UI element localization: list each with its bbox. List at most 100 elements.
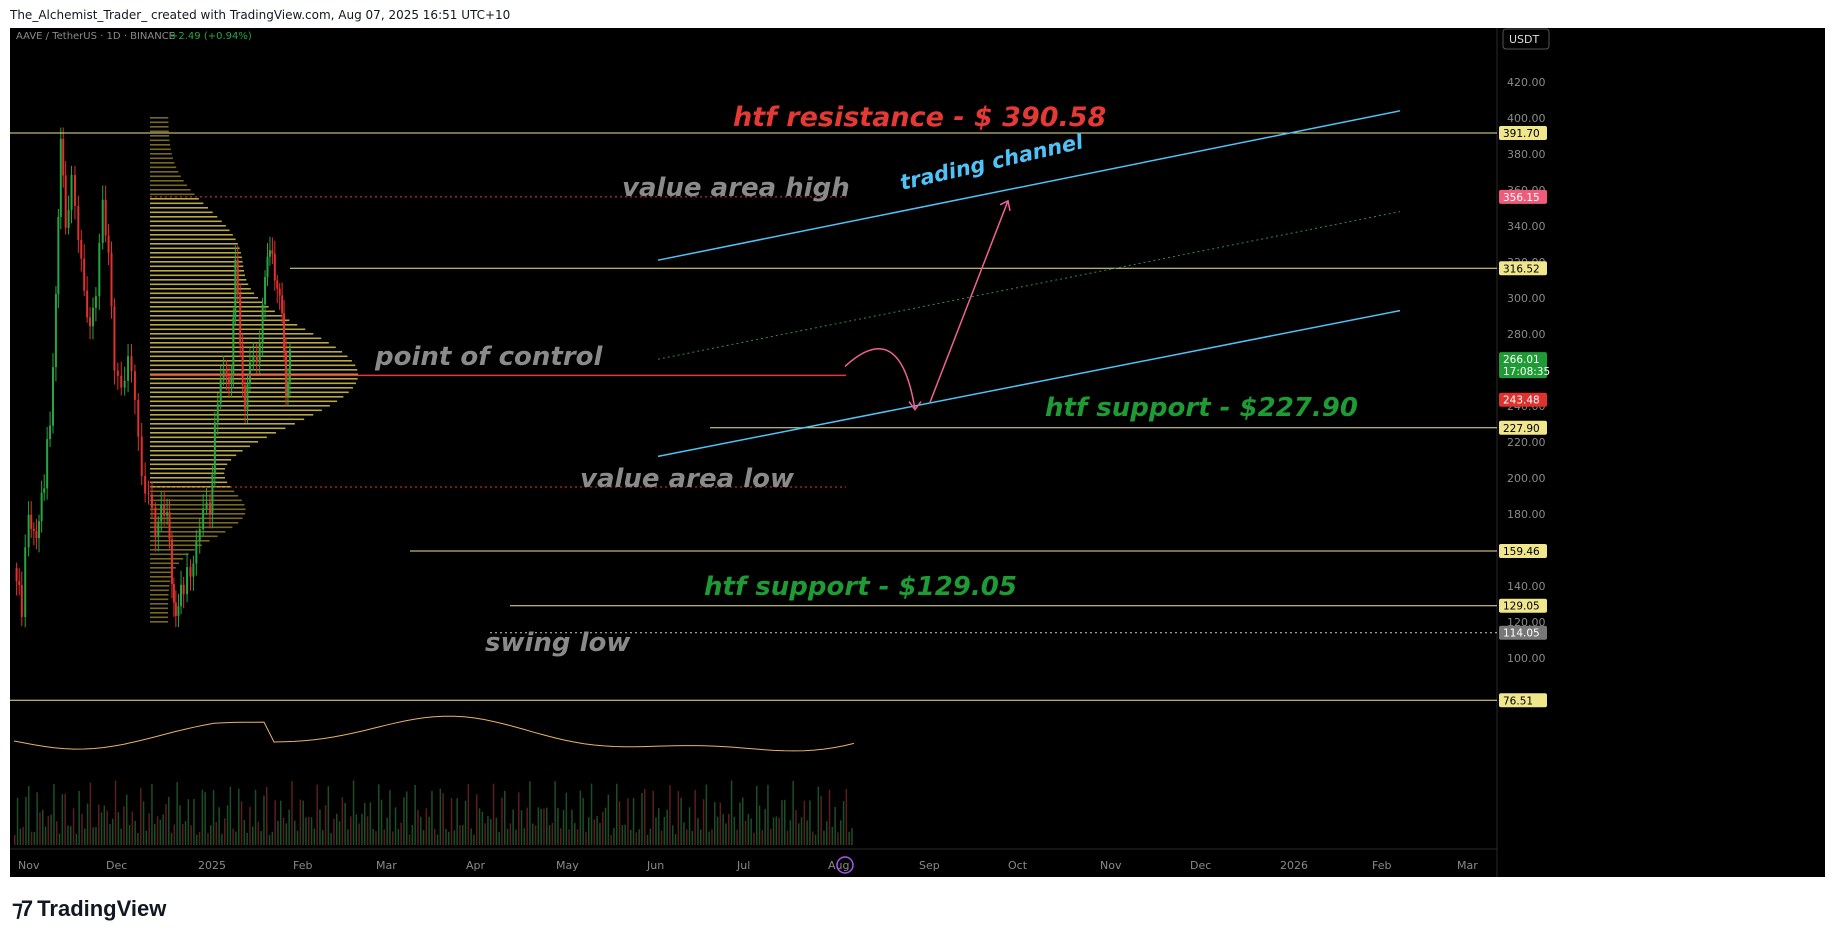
volume-bar — [618, 801, 621, 845]
price-tag-box — [1499, 392, 1547, 407]
projection-curve — [844, 348, 916, 410]
volume-bar — [565, 792, 568, 845]
candle-body — [127, 356, 130, 381]
volume-bar — [554, 781, 556, 845]
volume-bar — [224, 818, 226, 845]
volume-profile-bar — [150, 256, 242, 259]
volume-profile-bar — [150, 157, 173, 160]
volume-bar — [201, 789, 204, 845]
volume-bar — [823, 830, 825, 845]
chart-panel[interactable]: 100.00120.00140.00160.00180.00200.00220.… — [10, 28, 1825, 877]
volume-bar — [406, 791, 408, 845]
volume-bar — [714, 802, 716, 845]
volume-profile-bar — [150, 139, 170, 142]
volume-bar — [456, 798, 458, 845]
volume-bar — [366, 816, 369, 845]
chart-header: The_Alchemist_Trader_ created with Tradi… — [10, 8, 511, 22]
volume-bar — [845, 788, 848, 845]
candle-body — [239, 294, 242, 345]
volume-bar — [386, 817, 388, 845]
volume-profile-bar — [150, 436, 267, 439]
volume-bar — [316, 784, 318, 845]
volume-bar — [232, 828, 234, 845]
channel-lower-line — [657, 309, 1401, 458]
volume-bar — [310, 817, 313, 845]
volume-bar — [109, 824, 111, 845]
volume-profile-bar — [150, 544, 202, 547]
volume-profile-bar — [150, 184, 187, 187]
volume-profile-bar — [150, 229, 230, 232]
volume-bar — [378, 784, 380, 845]
candle-body — [208, 502, 211, 515]
volume-profile-bar — [150, 319, 290, 322]
volume-profile-bar — [150, 432, 277, 434]
symbol-change: +2.49 (+0.94%) — [170, 31, 252, 42]
volume-bar — [260, 830, 262, 845]
volume-bar — [159, 819, 162, 845]
candle-body — [35, 530, 38, 539]
volume-bar — [708, 831, 710, 845]
volume-bar — [792, 780, 794, 845]
candle-body — [276, 280, 279, 289]
volume-bar — [478, 808, 481, 845]
volume-bar — [800, 817, 803, 845]
candle-body — [140, 436, 143, 476]
volume-bar — [61, 794, 64, 845]
volume-bar — [498, 831, 500, 845]
volume-profile-bar — [150, 333, 314, 335]
volume-bar — [137, 832, 139, 845]
candle-body — [57, 216, 60, 295]
volume-profile-bar — [150, 315, 282, 317]
volume-bar — [459, 825, 461, 845]
volume-bar — [428, 816, 430, 845]
volume-profile-bar — [150, 378, 358, 380]
price-chart[interactable]: 100.00120.00140.00160.00180.00200.00220.… — [10, 28, 1825, 877]
volume-bar — [389, 790, 391, 845]
candle-body — [286, 381, 289, 397]
volume-bar — [658, 808, 660, 845]
volume-profile-bar — [150, 121, 169, 124]
volume-bar — [761, 830, 764, 845]
volume-bar — [562, 809, 565, 845]
volume-bar — [820, 795, 822, 845]
volume-profile-bar — [150, 148, 171, 151]
candle-body — [80, 239, 83, 259]
volume-bar — [274, 800, 276, 845]
volume-bar — [218, 807, 220, 845]
candle-body — [59, 138, 62, 217]
x-tick-label: Mar — [1457, 859, 1478, 872]
volume-profile-bar — [150, 310, 275, 313]
candle-body — [62, 138, 65, 176]
volume-bar — [154, 824, 156, 845]
volume-profile-bar — [150, 571, 174, 574]
candle-body — [130, 356, 133, 372]
volume-bar — [179, 805, 181, 845]
x-tick-label: Mar — [376, 859, 397, 872]
candle-body — [38, 521, 41, 539]
volume-bar — [364, 802, 366, 845]
volume-bar — [683, 822, 685, 845]
price-tag-box — [1499, 125, 1547, 140]
volume-bar — [828, 789, 831, 845]
volume-profile-bar — [150, 297, 259, 299]
candle-body — [281, 295, 284, 314]
tv-logo-icon: ⁊7 — [12, 896, 33, 921]
volume-profile-bar — [150, 400, 338, 403]
volume-profile-bar — [150, 594, 169, 596]
annotation-label: value area low — [580, 464, 795, 494]
volume-bar — [249, 806, 251, 845]
volume-bar — [394, 807, 397, 845]
volume-profile-bar — [150, 265, 244, 268]
volume-profile-bar — [150, 360, 352, 362]
volume-bar — [509, 823, 512, 845]
x-tick-label: Apr — [466, 859, 486, 872]
candle-body — [70, 175, 73, 210]
volume-profile-bar — [150, 198, 199, 200]
volume-bar — [635, 832, 638, 845]
volume-bar — [148, 813, 150, 845]
volume-bar — [537, 807, 540, 845]
volume-bar — [638, 829, 640, 845]
volume-bar — [716, 816, 719, 845]
volume-profile-bar — [150, 612, 169, 614]
volume-bar — [610, 834, 612, 845]
